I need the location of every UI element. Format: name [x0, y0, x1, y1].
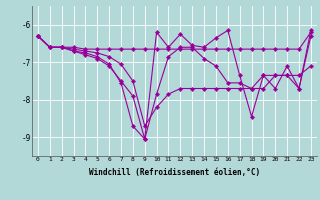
X-axis label: Windchill (Refroidissement éolien,°C): Windchill (Refroidissement éolien,°C): [89, 168, 260, 177]
